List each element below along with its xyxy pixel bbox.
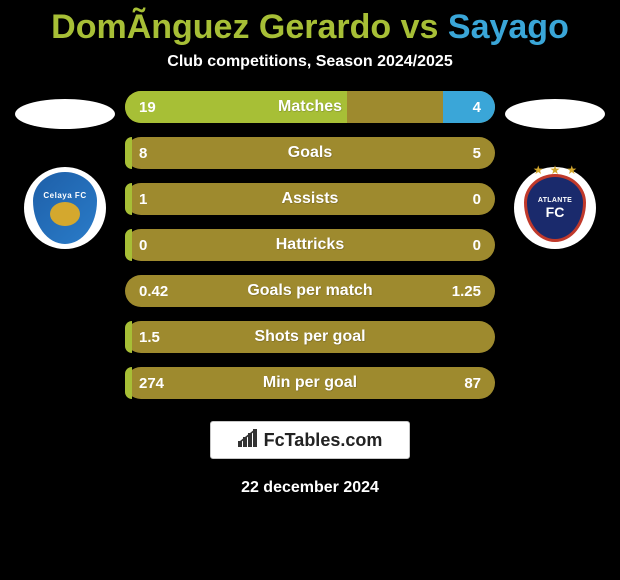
bull-icon (50, 202, 80, 226)
chart-icon (238, 429, 260, 452)
star-icon: ★ (566, 163, 577, 177)
fctables-logo-text: FcTables.com (264, 430, 383, 451)
player-photo-placeholder-left (15, 99, 115, 129)
stat-label: Min per goal (125, 374, 495, 392)
stat-label: Matches (125, 98, 495, 116)
title-sep: vs (391, 8, 448, 46)
stat-bar: 85Goals (125, 137, 495, 169)
club-crest-left-text: Celaya FC (43, 191, 86, 200)
stat-label: Goals (125, 144, 495, 162)
club-crest-right-text: ATLANTE (538, 197, 572, 204)
stat-bar: 194Matches (125, 91, 495, 123)
club-crest-left-shield: Celaya FC (33, 172, 97, 244)
stat-label: Assists (125, 190, 495, 208)
crest-stars: ★ ★ ★ (514, 163, 596, 177)
club-crest-left: Celaya FC (24, 167, 106, 249)
player-col-right: ★ ★ ★ ATLANTE FC (500, 91, 610, 249)
fctables-logo: FcTables.com (210, 421, 410, 459)
stat-bar: 0.421.25Goals per match (125, 275, 495, 307)
stat-label: Shots per goal (125, 328, 495, 346)
page-title: DomÃ­nguez Gerardo vs Sayago (0, 0, 620, 53)
player-b-name: Sayago (448, 8, 569, 46)
stat-bar: 1.5Shots per goal (125, 321, 495, 353)
player-photo-placeholder-right (505, 99, 605, 129)
club-crest-right: ★ ★ ★ ATLANTE FC (514, 167, 596, 249)
stats-column: 194Matches 85Goals 10Assists 00Hattricks 0.4… (120, 91, 500, 399)
star-icon: ★ (533, 163, 544, 177)
club-crest-right-shield: ATLANTE FC (524, 174, 586, 242)
stat-label: Goals per match (125, 282, 495, 300)
subtitle: Club competitions, Season 2024/2025 (0, 53, 620, 91)
player-col-left: Celaya FC (10, 91, 120, 249)
player-a-name: DomÃ­nguez Gerardo (51, 8, 391, 46)
main-row: Celaya FC 194Matches 85Goals 10Assists 00Ha… (0, 91, 620, 399)
stat-bar: 27487Min per goal (125, 367, 495, 399)
generation-date: 22 december 2024 (0, 479, 620, 497)
star-icon: ★ (550, 163, 561, 177)
stat-label: Hattricks (125, 236, 495, 254)
club-crest-right-fc: FC (546, 204, 565, 220)
stat-bar: 00Hattricks (125, 229, 495, 261)
stat-bar: 10Assists (125, 183, 495, 215)
